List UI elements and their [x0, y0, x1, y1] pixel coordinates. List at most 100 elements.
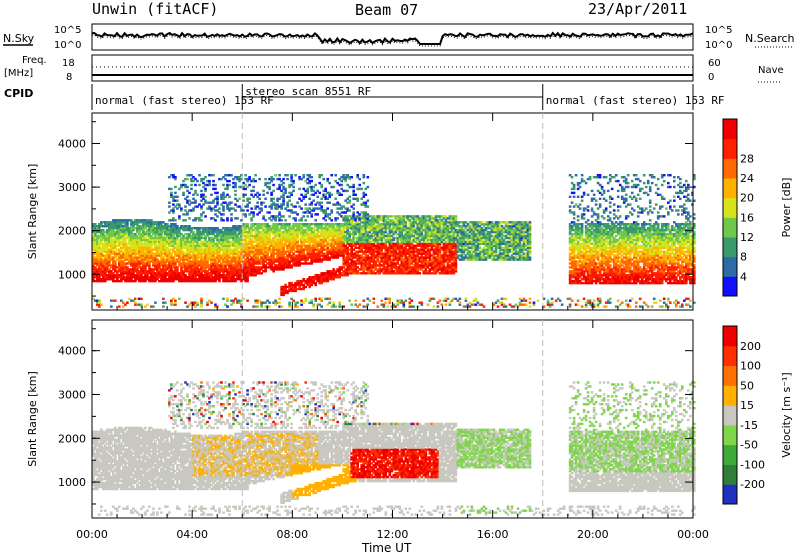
heatmap-cell: [334, 305, 337, 308]
heatmap-cell: [96, 264, 99, 267]
heatmap-cell: [168, 279, 171, 283]
heatmap-cell: [178, 272, 181, 275]
heatmap-cell: [130, 256, 133, 259]
heatmap-cell: [110, 227, 113, 230]
heatmap-cell: [186, 227, 189, 230]
heatmap-cell: [172, 223, 175, 226]
heatmap-cell: [200, 252, 203, 255]
heatmap-cell: [160, 276, 163, 279]
heatmap-cell: [278, 297, 281, 300]
heatmap-cell: [92, 246, 95, 249]
heatmap-cell: [234, 278, 237, 281]
heatmap-cell: [164, 270, 167, 273]
heatmap-cell: [140, 227, 143, 230]
heatmap-cell: [238, 197, 241, 200]
heatmap-cell: [98, 240, 101, 244]
heatmap-cell: [230, 268, 233, 271]
heatmap-cell: [192, 252, 195, 255]
heatmap-cell: [92, 274, 95, 277]
heatmap-cell: [216, 240, 219, 244]
heatmap-cell: [148, 236, 151, 240]
heatmap-cell: [222, 205, 225, 208]
heatmap-cell: [222, 213, 225, 216]
heatmap-cell: [154, 279, 157, 283]
heatmap-cell: [200, 248, 203, 251]
heatmap-cell: [184, 225, 187, 228]
heatmap-cell: [148, 228, 151, 232]
heatmap-cell: [220, 264, 223, 267]
heatmap-cell: [182, 236, 185, 240]
heatmap-cell: [186, 201, 189, 204]
heatmap-cell: [102, 279, 105, 283]
heatmap-cell: [134, 266, 137, 269]
heatmap-cell: [200, 297, 203, 300]
heatmap-cell: [118, 230, 121, 234]
heatmap-cell: [310, 213, 313, 216]
heatmap-cell: [242, 209, 245, 212]
heatmap-cell: [140, 303, 143, 306]
heatmap-cell: [188, 232, 191, 236]
heatmap-cell: [172, 250, 175, 253]
heatmap-cell: [230, 276, 233, 279]
heatmap-cell: [160, 238, 163, 242]
cpid-panel: CPID normal (fast stereo) 153 RFstereo_s…: [4, 84, 725, 110]
heatmap-cell: [234, 274, 237, 277]
heatmap-cell: [148, 279, 151, 283]
heatmap-cell: [230, 217, 233, 220]
heatmap-cell: [352, 183, 355, 187]
heatmap-cell: [146, 244, 149, 247]
heatmap-cell: [102, 244, 105, 247]
heatmap-cell: [152, 278, 155, 281]
heatmap-cell: [192, 279, 195, 283]
heatmap-cell: [96, 248, 99, 251]
heatmap-cell: [126, 270, 129, 273]
heatmap-cell: [154, 272, 157, 275]
heatmap-cell: [226, 270, 229, 273]
heatmap-cell: [94, 276, 97, 279]
heatmap-cell: [200, 242, 203, 246]
heatmap-cell: [160, 270, 163, 273]
heatmap-cell: [232, 230, 235, 234]
heatmap-cell: [210, 248, 213, 251]
heatmap-cell: [206, 278, 209, 281]
heatmap-cell: [134, 278, 137, 281]
cpid-label: CPID: [4, 87, 33, 100]
heatmap-cell: [148, 262, 151, 265]
heatmap-cell: [96, 299, 99, 302]
heatmap-cell: [98, 260, 101, 263]
heatmap-cell: [232, 242, 235, 246]
heatmap-cell: [140, 244, 143, 247]
heatmap-cell: [222, 230, 225, 234]
heatmap-cell: [210, 276, 213, 279]
heatmap-cell: [174, 303, 177, 306]
heatmap-cell: [170, 187, 173, 191]
heatmap-cell: [168, 238, 171, 242]
heatmap-cell: [206, 256, 209, 259]
heatmap-cell: [174, 258, 177, 261]
heatmap-cell: [232, 248, 235, 251]
heatmap-cell: [132, 242, 135, 246]
heatmap-cell: [114, 232, 117, 236]
heatmap-cell: [224, 201, 227, 204]
heatmap-cell: [158, 236, 161, 240]
heatmap-cell: [158, 244, 161, 247]
heatmap-cell: [136, 256, 139, 259]
heatmap-cell: [118, 236, 121, 240]
heatmap-cell: [218, 260, 221, 263]
heatmap-cell: [144, 274, 147, 277]
heatmap-cell: [182, 276, 185, 279]
heatmap-cell: [140, 268, 143, 271]
heatmap-cell: [222, 240, 225, 244]
heatmap-cell: [232, 272, 235, 275]
heatmap-cell: [156, 270, 159, 273]
heatmap-cell: [106, 264, 109, 267]
heatmap-cell: [216, 191, 219, 195]
heatmap-cell: [114, 234, 117, 238]
heatmap-cell: [222, 242, 225, 246]
heatmap-cell: [146, 258, 149, 261]
heatmap-cell: [148, 266, 151, 269]
heatmap-cell: [214, 258, 217, 261]
heatmap-cell: [200, 262, 203, 265]
heatmap-cell: [92, 258, 95, 261]
heatmap-cell: [184, 242, 187, 246]
